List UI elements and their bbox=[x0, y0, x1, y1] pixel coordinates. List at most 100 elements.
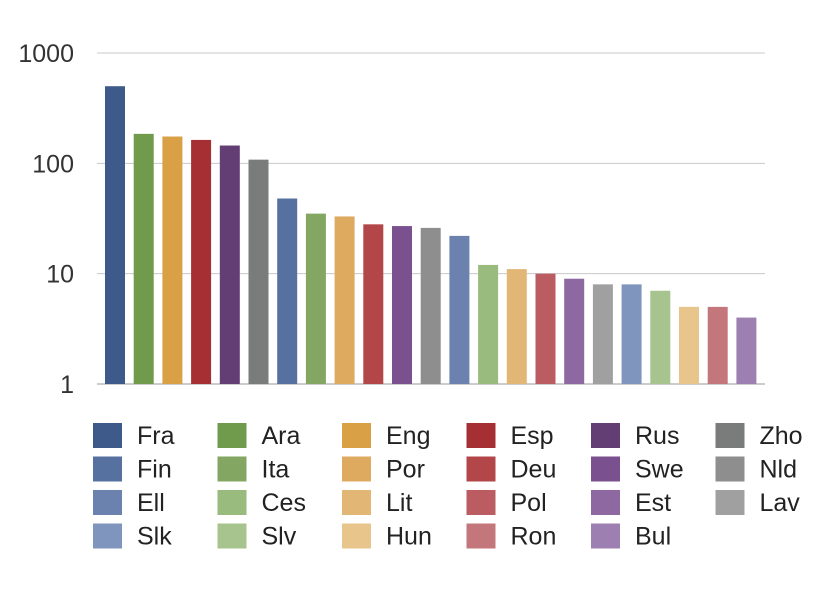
y-tick-label-100: 100 bbox=[32, 150, 74, 178]
legend-label-ara: Ara bbox=[262, 422, 301, 450]
bar-fin bbox=[277, 198, 298, 384]
legend-label-esp: Esp bbox=[511, 422, 554, 450]
legend-label-ces: Ces bbox=[262, 489, 306, 517]
legend-swatch-bul bbox=[591, 523, 620, 549]
bar-bul bbox=[736, 317, 757, 384]
legend-label-hun: Hun bbox=[386, 523, 432, 551]
legend-item-swe: Swe bbox=[591, 456, 684, 484]
legend-item-ita: Ita bbox=[217, 456, 290, 484]
legend-label-zho: Zho bbox=[760, 422, 803, 450]
legend-item-zho: Zho bbox=[715, 422, 803, 450]
legend-swatch-ita bbox=[217, 456, 247, 482]
legend-item-fin: Fin bbox=[93, 456, 172, 484]
legend-label-ron: Ron bbox=[511, 523, 557, 551]
legend-swatch-slv bbox=[217, 523, 247, 549]
legend-swatch-lav bbox=[715, 490, 745, 515]
bar-fra bbox=[105, 86, 125, 384]
legend-item-lit: Lit bbox=[342, 489, 412, 517]
legend-swatch-est bbox=[591, 490, 620, 515]
legend-item-por: Por bbox=[342, 456, 425, 484]
legend-label-lit: Lit bbox=[386, 489, 412, 517]
legend-label-deu: Deu bbox=[511, 456, 557, 484]
legend-swatch-swe bbox=[591, 456, 620, 482]
legend-swatch-nld bbox=[715, 456, 745, 482]
bar-pol bbox=[535, 273, 556, 384]
legend-label-eng: Eng bbox=[386, 422, 430, 450]
legend-item-eng: Eng bbox=[342, 422, 430, 450]
legend-item-deu: Deu bbox=[466, 456, 557, 484]
bar-ita bbox=[305, 213, 326, 384]
legend-swatch-esp bbox=[466, 423, 496, 448]
legend-item-lav: Lav bbox=[715, 489, 801, 517]
legend-label-slv: Slv bbox=[262, 523, 297, 551]
legend-item-ell: Ell bbox=[93, 489, 165, 517]
legend-item-hun: Hun bbox=[342, 523, 432, 551]
legend-swatch-ara bbox=[217, 423, 247, 448]
bar-nld bbox=[420, 227, 441, 384]
legend-label-por: Por bbox=[386, 456, 425, 484]
bar-rus bbox=[219, 145, 240, 384]
bar-hun bbox=[679, 306, 699, 384]
bar-est bbox=[564, 278, 585, 384]
bar-lit bbox=[506, 269, 527, 384]
y-tick-label-1000: 1000 bbox=[18, 40, 74, 68]
legend-label-bul: Bul bbox=[635, 523, 671, 551]
legend-label-est: Est bbox=[635, 489, 671, 517]
legend-swatch-lit bbox=[342, 490, 371, 515]
bar-slv bbox=[650, 290, 671, 384]
bar-zho bbox=[248, 159, 269, 384]
y-tick-label-1: 1 bbox=[60, 371, 74, 399]
legend-item-esp: Esp bbox=[466, 422, 554, 450]
legend-swatch-fra bbox=[93, 423, 122, 448]
y-tick-label-10: 10 bbox=[46, 261, 74, 289]
legend-swatch-fin bbox=[93, 456, 122, 482]
legend-label-swe: Swe bbox=[635, 456, 684, 484]
legend-label-fra: Fra bbox=[137, 422, 175, 450]
y-axis: 1 10 100 1000 bbox=[18, 40, 74, 399]
legend-label-slk: Slk bbox=[137, 523, 172, 551]
legend-swatch-ell bbox=[93, 490, 122, 515]
legend-swatch-slk bbox=[93, 523, 122, 549]
legend-label-fin: Fin bbox=[137, 456, 172, 484]
legend-label-nld: Nld bbox=[760, 456, 798, 484]
legend-label-ell: Ell bbox=[137, 489, 165, 517]
bar-lav bbox=[592, 284, 613, 384]
bar-ell bbox=[449, 235, 470, 384]
bar-ces bbox=[478, 264, 499, 384]
legend-swatch-deu bbox=[466, 456, 496, 482]
legend-item-ces: Ces bbox=[217, 489, 306, 517]
bar-eng bbox=[162, 136, 183, 384]
legend-item-ron: Ron bbox=[466, 523, 557, 551]
legend-item-bul: Bul bbox=[591, 523, 671, 551]
legend-swatch-ces bbox=[217, 490, 247, 515]
legend-item-slv: Slv bbox=[217, 523, 297, 551]
legend-swatch-ron bbox=[466, 523, 496, 549]
legend-item-est: Est bbox=[591, 489, 671, 517]
bar-esp bbox=[191, 139, 212, 384]
legend-swatch-pol bbox=[466, 490, 496, 515]
legend: Fra Fin Ell Slk Ara Ita Ces Slv Eng Por Lit Hun Esp D… bbox=[93, 422, 803, 551]
legend-item-ara: Ara bbox=[217, 422, 301, 450]
legend-label-ita: Ita bbox=[262, 456, 290, 484]
bar-por bbox=[334, 216, 355, 384]
legend-label-pol: Pol bbox=[511, 489, 547, 517]
legend-swatch-hun bbox=[342, 523, 371, 549]
bar-swe bbox=[392, 226, 412, 384]
bar-slk bbox=[621, 284, 642, 384]
legend-item-slk: Slk bbox=[93, 523, 172, 551]
bars bbox=[105, 86, 757, 384]
legend-swatch-por bbox=[342, 456, 371, 482]
bar-ron bbox=[707, 306, 728, 384]
legend-item-nld: Nld bbox=[715, 456, 798, 484]
legend-swatch-rus bbox=[591, 423, 620, 448]
legend-label-rus: Rus bbox=[635, 422, 679, 450]
bar-deu bbox=[363, 224, 384, 384]
legend-swatch-eng bbox=[342, 423, 371, 448]
legend-label-lav: Lav bbox=[760, 489, 801, 517]
legend-swatch-zho bbox=[715, 423, 745, 448]
legend-item-fra: Fra bbox=[93, 422, 175, 450]
bar-ara bbox=[133, 133, 154, 384]
legend-item-rus: Rus bbox=[591, 422, 679, 450]
